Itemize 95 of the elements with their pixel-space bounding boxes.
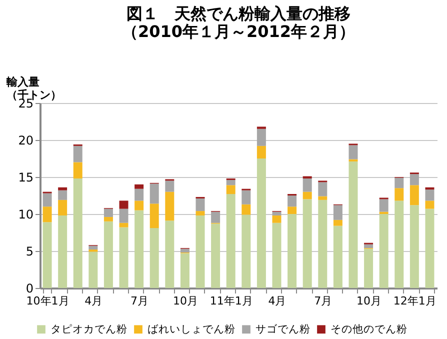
bar — [58, 190, 68, 200]
bar — [196, 211, 205, 216]
x-tick-label: 11年1月 — [210, 294, 253, 308]
x-tick-label: 4月 — [268, 294, 286, 308]
bar — [348, 145, 358, 160]
bar — [134, 210, 144, 288]
bar — [256, 158, 266, 288]
x-tick-label: 7月 — [130, 294, 149, 308]
bar — [425, 200, 434, 209]
bar — [226, 180, 236, 186]
bar — [104, 208, 113, 217]
bar — [318, 200, 328, 288]
bar — [42, 193, 52, 207]
x-tick-label: 12年1月 — [393, 294, 436, 308]
bar — [196, 198, 205, 212]
bar — [42, 206, 52, 222]
bar — [410, 205, 419, 288]
bar — [58, 200, 68, 216]
x-tick-label: 10月 — [172, 294, 198, 308]
bar — [88, 252, 98, 288]
x-tick-label: 7月 — [314, 294, 332, 308]
bar — [134, 188, 144, 201]
legend-label: タピオカでん粉 — [50, 323, 128, 336]
bar — [211, 212, 220, 223]
bar — [119, 200, 128, 209]
legend-label: サゴでん粉 — [256, 323, 310, 336]
bar — [73, 178, 82, 288]
bar — [180, 253, 190, 288]
legend-label: その他のでん粉 — [330, 323, 408, 336]
bar — [42, 222, 52, 288]
bar — [364, 244, 374, 248]
bar — [58, 187, 68, 190]
bar — [165, 220, 174, 288]
bar — [302, 199, 312, 288]
bar — [211, 224, 220, 288]
bar — [425, 190, 434, 201]
bar — [348, 161, 358, 288]
bar — [333, 205, 342, 220]
bar — [288, 196, 297, 207]
bar — [379, 199, 388, 212]
bar — [119, 227, 128, 288]
bar — [288, 214, 297, 288]
bar — [272, 215, 282, 223]
bar — [165, 180, 174, 192]
bar — [165, 192, 174, 221]
bar — [394, 178, 404, 188]
bar — [150, 204, 159, 228]
bar — [318, 196, 328, 200]
bar — [242, 214, 251, 288]
bar — [425, 187, 434, 190]
x-tick-label: 4月 — [84, 294, 103, 308]
bar — [150, 184, 159, 204]
bar — [410, 185, 419, 206]
bar — [272, 212, 282, 216]
bar — [272, 222, 282, 288]
bar — [58, 215, 68, 288]
bar — [302, 192, 312, 200]
bar — [364, 248, 374, 288]
bar — [256, 128, 266, 146]
bar — [226, 185, 236, 194]
bar — [333, 226, 342, 288]
bar — [119, 222, 128, 228]
legend-label: ばれいしょでん粉 — [148, 323, 236, 336]
y-tick-label: 15 — [18, 170, 34, 184]
bar — [119, 208, 128, 223]
bar — [256, 146, 266, 158]
y-tick-label: 5 — [26, 244, 34, 258]
y-tick-label: 20 — [18, 134, 34, 148]
bar — [288, 206, 297, 214]
bar — [104, 216, 113, 222]
bar — [242, 190, 251, 204]
bar — [134, 200, 144, 210]
bar — [318, 182, 328, 196]
y-tick-label: 10 — [18, 208, 34, 222]
chart-title: 図１ 天然でん粉輸入量の推移（2010年１月～2012年２月） — [122, 4, 356, 41]
bar — [333, 220, 342, 226]
bar — [73, 146, 82, 162]
x-tick-label: 10月 — [356, 294, 382, 308]
bar — [88, 246, 98, 250]
bar — [150, 228, 159, 288]
bar — [104, 221, 113, 288]
bar — [379, 214, 388, 288]
bar — [226, 194, 236, 288]
x-tick-label: 10年1月 — [26, 294, 70, 308]
bar — [302, 178, 312, 192]
bar — [410, 174, 419, 186]
bar — [242, 204, 251, 215]
bar — [394, 188, 404, 201]
bar — [134, 184, 144, 189]
bar — [73, 162, 82, 178]
bar — [394, 200, 404, 288]
bar — [425, 208, 434, 288]
bar — [180, 248, 190, 252]
y-tick-label: 0 — [26, 282, 34, 296]
bar — [196, 215, 205, 288]
